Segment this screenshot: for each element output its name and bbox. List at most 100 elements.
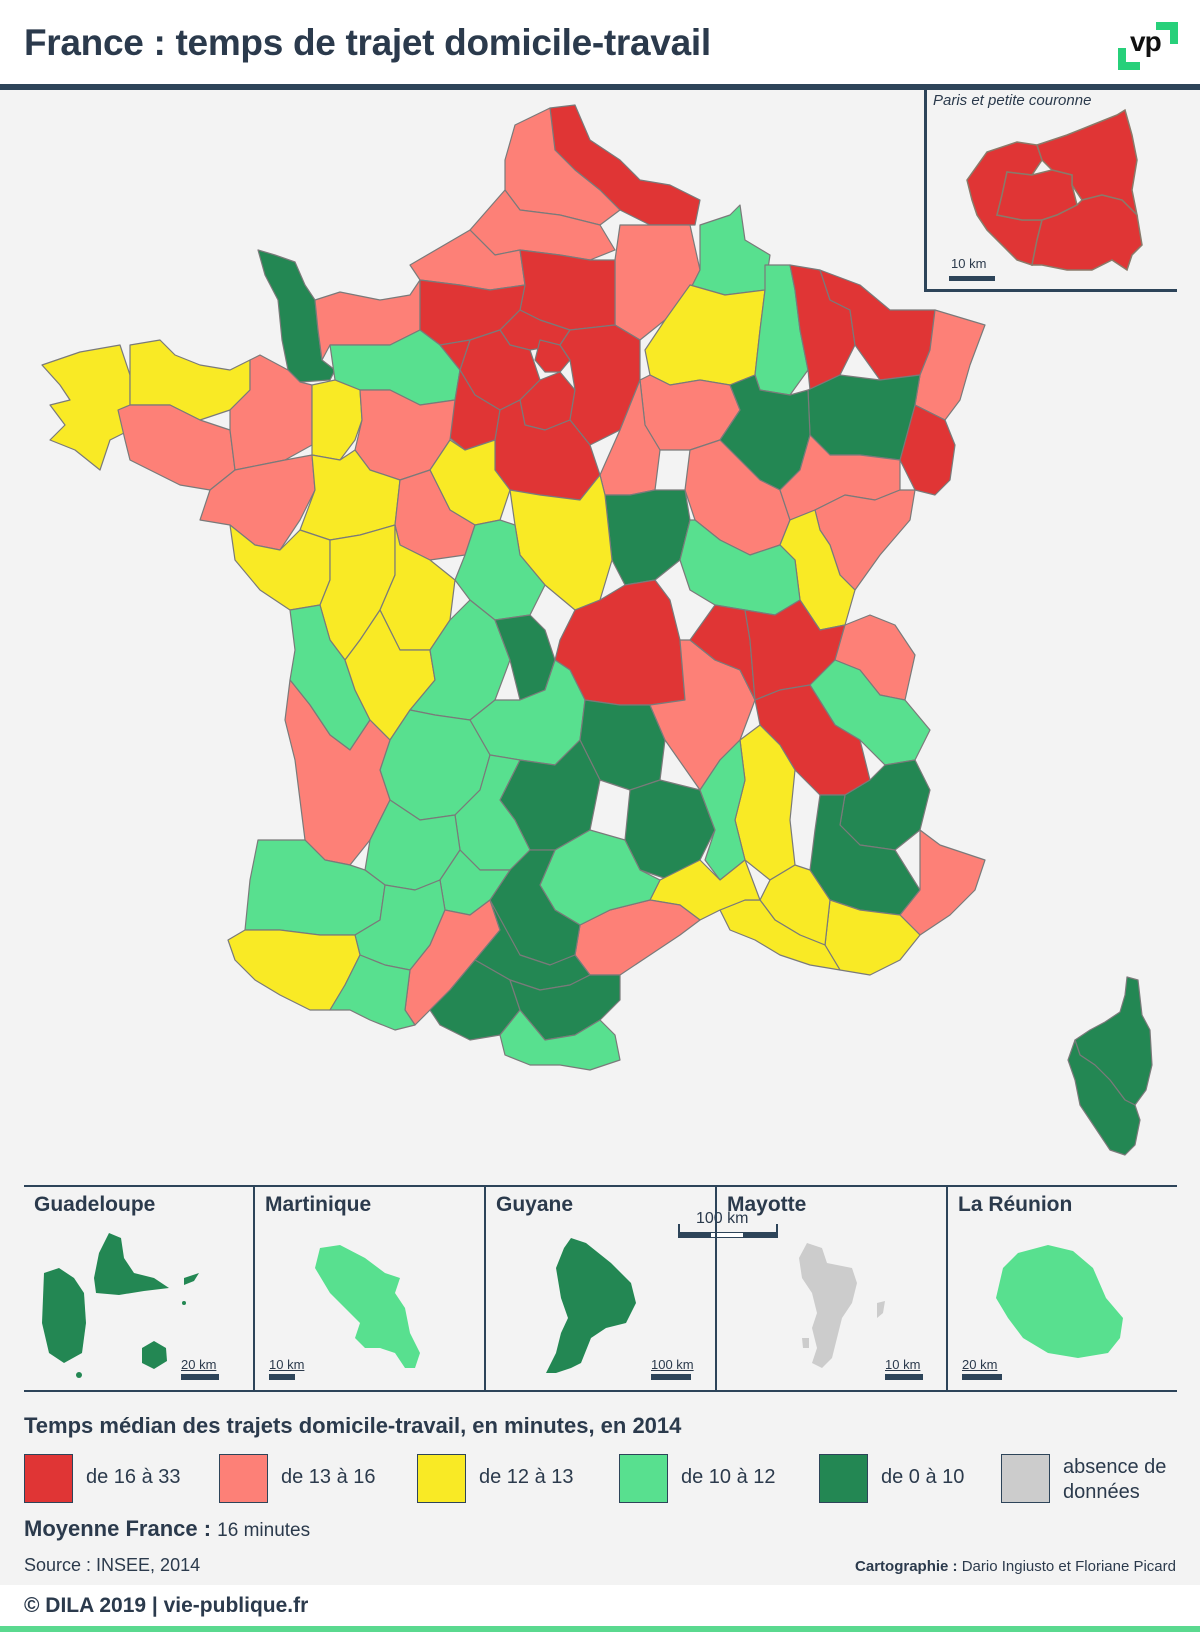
legend-swatch — [219, 1454, 268, 1503]
island-martinique — [315, 1245, 420, 1368]
island-grande-terre — [94, 1233, 169, 1295]
department-val-de-marne — [1031, 194, 1143, 272]
martinique-map — [315, 1245, 420, 1368]
department-haut-rhin — [899, 404, 956, 496]
legend-swatch — [1001, 1454, 1050, 1503]
header-divider — [0, 84, 1200, 90]
dom-scale-bar — [962, 1374, 1002, 1380]
france-choropleth — [41, 104, 1153, 1156]
average-value: 16 minutes — [217, 1520, 311, 1541]
dom-scale-label: 10 km — [885, 1357, 921, 1372]
legend-label: de 16 à 33 — [86, 1466, 181, 1488]
logo-text: vp — [1130, 26, 1162, 57]
legend-title: Temps médian des trajets domicile-travai… — [24, 1413, 682, 1438]
island-grande-terre-mayotte — [799, 1243, 857, 1368]
footer-divider — [0, 1626, 1200, 1632]
footer: © DILA 2019 | vie-publique.fr — [0, 1585, 1200, 1626]
dom-name: Guadeloupe — [34, 1193, 156, 1216]
dom-name: La Réunion — [958, 1193, 1073, 1216]
department-pas-de-calais — [504, 107, 621, 226]
inset-scale-label: 10 km — [951, 256, 987, 271]
footer-copyright: © DILA 2019 | vie-publique.fr — [24, 1594, 309, 1617]
dom-guadeloupe: Guadeloupe 20 km — [24, 1187, 255, 1390]
legend-swatch — [619, 1454, 668, 1503]
island-desirade — [184, 1273, 199, 1285]
map-scale-label: 100 km — [696, 1210, 749, 1227]
island-basse-terre — [42, 1268, 86, 1363]
reunion-map — [996, 1245, 1123, 1358]
department-vosges — [807, 374, 921, 461]
dom-scale-bar — [651, 1374, 691, 1380]
island-marie-galante — [142, 1341, 167, 1369]
credits-label: Cartographie : — [855, 1558, 958, 1575]
dom-martinique: Martinique 10 km — [255, 1187, 486, 1390]
scale-segment — [711, 1233, 743, 1237]
france-map: 100 km — [0, 90, 1200, 1238]
legend-label: de 10 à 12 — [681, 1466, 776, 1488]
department-morbihan — [117, 404, 236, 491]
island-les-saintes — [76, 1372, 82, 1378]
island-petite-terre-mayotte — [877, 1301, 885, 1318]
island-petite-terre — [182, 1301, 186, 1305]
department-loire-atlantique — [199, 454, 316, 551]
scale-tick — [678, 1224, 680, 1238]
dom-scale-label: 100 km — [651, 1357, 694, 1372]
inset-title: Paris et petite couronne — [933, 92, 1092, 109]
department-landes — [244, 839, 386, 936]
department-nievre — [604, 489, 691, 586]
department-mayenne — [311, 379, 363, 461]
legend-label: de 12 à 13 — [479, 1466, 574, 1488]
department-corse-du-sud — [1067, 1039, 1141, 1156]
guyane-map — [546, 1238, 636, 1373]
mayotte-map — [799, 1243, 885, 1368]
logo-bracket-icon — [1118, 62, 1140, 70]
legend-label: de 0 à 10 — [881, 1466, 965, 1488]
logo-bracket-icon — [1118, 48, 1126, 70]
department-alpes-maritimes — [899, 829, 986, 936]
island-la-reunion — [996, 1245, 1123, 1358]
dom-name: Martinique — [265, 1193, 372, 1216]
legend-label: de 13 à 16 — [281, 1466, 376, 1488]
france-average: Moyenne France : 16 minutes — [24, 1516, 310, 1542]
dom-guyane: Guyane 100 km — [486, 1187, 717, 1390]
paris-inset-map — [966, 108, 1143, 272]
department-ardeche — [699, 739, 746, 881]
overseas-departments: Guadeloupe 20 km Martinique 10 km Guyane… — [24, 1185, 1177, 1392]
paris-inset: Paris et petite couronne 10 km — [924, 90, 1177, 292]
islet-mayotte — [802, 1338, 809, 1348]
header: France : temps de trajet domicile-travai… — [0, 0, 1200, 84]
logo-bracket-icon — [1170, 22, 1178, 44]
credits: Cartographie : Dario Ingiusto et Florian… — [855, 1558, 1176, 1575]
average-label: Moyenne France : — [24, 1516, 212, 1541]
department-hautes-pyrenees — [329, 954, 416, 1031]
dom-scale-bar — [269, 1374, 295, 1380]
scale-tick — [776, 1224, 778, 1238]
source: Source : INSEE, 2014 — [24, 1555, 201, 1575]
dom-scale-label: 10 km — [269, 1357, 305, 1372]
dom-scale-label: 20 km — [181, 1357, 217, 1372]
logo-bracket-icon — [1156, 22, 1178, 30]
map-scale-bar — [678, 1232, 778, 1238]
dom-la-reunion: La Réunion 20 km — [948, 1187, 1177, 1390]
dom-scale-label: 20 km — [962, 1357, 998, 1372]
dom-mayotte: Mayotte 10 km — [717, 1187, 948, 1390]
page-title: France : temps de trajet domicile-travai… — [24, 22, 711, 63]
dom-scale-bar — [885, 1374, 923, 1380]
territory-guyane — [546, 1238, 636, 1373]
guadeloupe-map — [42, 1233, 199, 1378]
legend-swatch — [24, 1454, 73, 1503]
department-ardennes — [684, 204, 771, 301]
legend-label: absence de données — [1063, 1456, 1167, 1503]
legend: de 16 à 33 de 13 à 16 de 12 à 13 de 10 à… — [24, 1454, 1184, 1506]
vp-logo: vp — [1112, 18, 1184, 72]
dom-name: Guyane — [496, 1193, 574, 1216]
dom-scale-bar — [181, 1374, 219, 1380]
credits-names: Dario Ingiusto et Floriane Picard — [961, 1558, 1176, 1575]
legend-swatch — [819, 1454, 868, 1503]
department-pyrenees-orientales — [499, 1009, 621, 1071]
inset-scale-bar — [949, 276, 995, 281]
department-finistere — [41, 344, 131, 471]
legend-swatch — [417, 1454, 466, 1503]
department-indre — [454, 519, 546, 621]
dom-name: Mayotte — [727, 1193, 807, 1216]
